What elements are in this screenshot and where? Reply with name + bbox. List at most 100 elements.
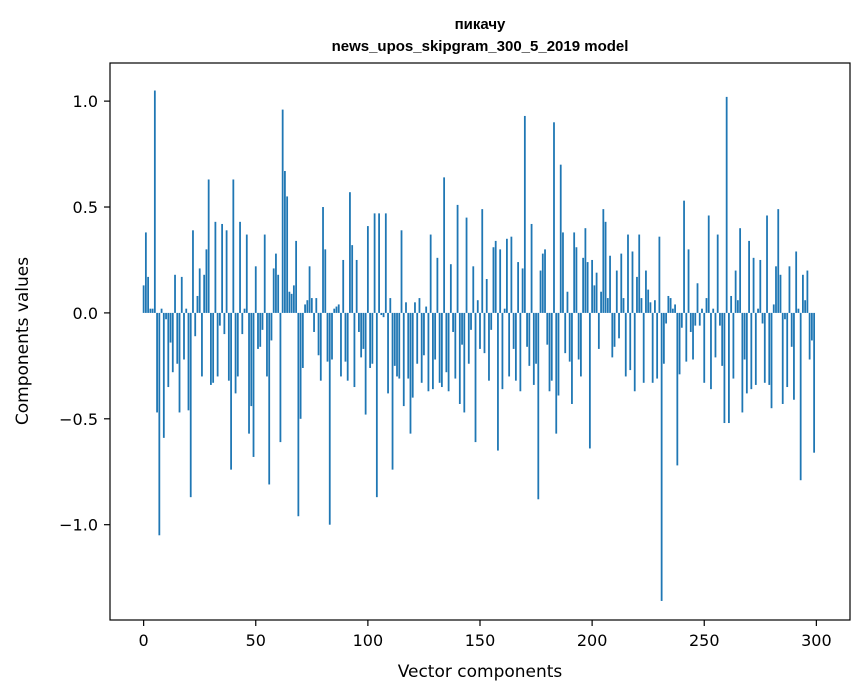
bar-143 [463,312,466,413]
bar-205 [602,209,605,313]
bar-57 [270,312,273,341]
bar-39 [230,312,232,470]
bar-247 [696,283,699,313]
bar-290 [793,312,795,400]
bar-43 [239,221,241,313]
bar-280 [770,312,773,409]
bar-33 [216,312,219,377]
bar-71 [301,312,304,368]
bar-254 [712,308,715,313]
bar-78 [317,312,320,356]
bar-224 [645,270,647,313]
bar-278 [766,215,768,313]
bar-series [142,90,816,601]
bar-15 [176,312,179,364]
bar-14 [174,274,176,313]
bar-127 [427,312,430,392]
bar-257 [719,312,721,326]
bar-242 [685,312,688,362]
bar-118 [407,312,410,379]
bar-288 [788,266,791,313]
bar-112 [393,312,396,366]
bar-211 [615,270,618,313]
bar-48 [250,312,253,407]
bar-34 [218,312,221,326]
bar-250 [703,312,706,383]
bar-6 [156,312,158,413]
bar-16 [178,312,181,413]
bar-231 [660,312,663,601]
bar-81 [324,249,327,313]
bar-245 [692,312,694,360]
bar-152 [483,312,486,354]
bar-149 [476,300,479,313]
bar-63 [284,171,286,313]
y-tick-label: 1.0 [73,92,98,111]
bar-20 [187,312,190,411]
bar-110 [389,298,392,313]
bar-232 [662,312,665,364]
bar-23 [194,312,197,337]
bar-4 [151,308,154,313]
bar-107 [382,312,385,318]
bar-172 [528,312,531,366]
bar-252 [707,215,710,313]
bar-148 [474,312,477,443]
bar-155 [490,312,493,330]
bar-201 [593,285,596,313]
bar-2 [147,276,150,313]
bar-90 [344,312,347,362]
bar-50 [254,266,257,313]
bar-29 [207,179,210,313]
bar-94 [353,312,356,388]
x-tick-label: 250 [689,631,720,650]
x-tick-label: 50 [246,631,266,650]
bar-37 [225,230,228,313]
bar-86 [335,306,338,313]
bar-270 [748,240,750,313]
bar-144 [465,217,468,313]
bar-21 [189,312,192,498]
bar-138 [452,312,454,332]
bar-266 [739,228,742,313]
bar-196 [582,257,585,313]
bar-185 [557,312,560,396]
bar-7 [158,312,161,536]
y-tick-label: −0.5 [59,410,98,429]
bar-103 [373,213,376,313]
bar-17 [180,276,183,313]
bar-171 [526,312,528,347]
bar-96 [358,312,360,332]
bar-135 [445,312,448,373]
bar-156 [492,247,495,313]
bar-49 [252,312,255,457]
bar-115 [400,230,403,313]
bar-177 [539,270,542,313]
bar-164 [510,236,513,313]
bar-273 [754,312,757,385]
bar-104 [375,312,378,498]
bar-52 [259,312,262,347]
bar-229 [656,312,659,379]
bar-151 [481,209,484,313]
bar-128 [429,234,432,313]
bar-253 [710,312,712,390]
bar-191 [571,312,573,404]
bar-42 [236,312,239,377]
bar-214 [622,298,625,313]
bar-10 [165,312,167,320]
bar-296 [806,270,809,313]
bar-178 [541,253,544,313]
bar-129 [432,312,434,390]
bar-275 [759,259,762,313]
bar-292 [797,308,800,313]
chart-title: пикачу [455,16,506,33]
y-tick-label: 0.0 [73,304,98,323]
bar-168 [519,312,522,392]
bar-159 [499,249,502,313]
bar-55 [266,312,268,377]
bar-113 [396,312,398,377]
bar-9 [162,312,165,438]
bar-123 [418,298,421,313]
bar-203 [597,312,600,349]
